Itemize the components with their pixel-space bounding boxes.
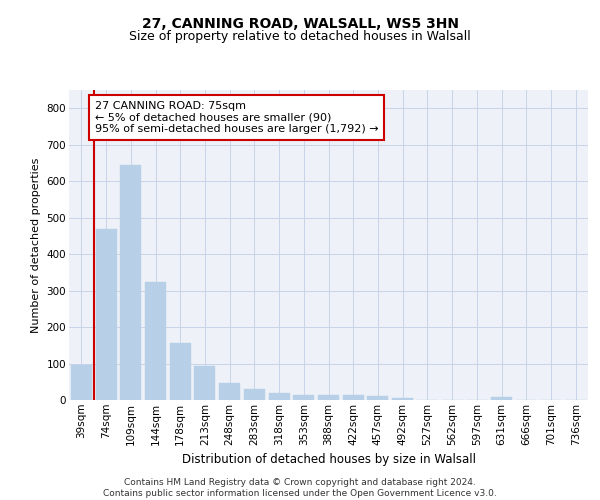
Bar [367, 396, 388, 400]
Text: Contains HM Land Registry data © Crown copyright and database right 2024.
Contai: Contains HM Land Registry data © Crown c… [103, 478, 497, 498]
Bar [95, 228, 116, 400]
X-axis label: Distribution of detached houses by size in Walsall: Distribution of detached houses by size … [182, 453, 476, 466]
Bar [219, 383, 240, 400]
Bar [269, 392, 290, 400]
Bar [343, 396, 364, 400]
Bar [392, 398, 413, 400]
Bar [318, 394, 339, 400]
Bar [194, 366, 215, 400]
Bar [491, 397, 512, 400]
Y-axis label: Number of detached properties: Number of detached properties [31, 158, 41, 332]
Text: 27, CANNING ROAD, WALSALL, WS5 3HN: 27, CANNING ROAD, WALSALL, WS5 3HN [142, 18, 458, 32]
Text: 27 CANNING ROAD: 75sqm
← 5% of detached houses are smaller (90)
95% of semi-deta: 27 CANNING ROAD: 75sqm ← 5% of detached … [95, 101, 379, 134]
Text: Size of property relative to detached houses in Walsall: Size of property relative to detached ho… [129, 30, 471, 43]
Bar [71, 366, 92, 400]
Bar [244, 389, 265, 400]
Bar [145, 282, 166, 400]
Bar [120, 165, 141, 400]
Bar [170, 342, 191, 400]
Bar [293, 394, 314, 400]
